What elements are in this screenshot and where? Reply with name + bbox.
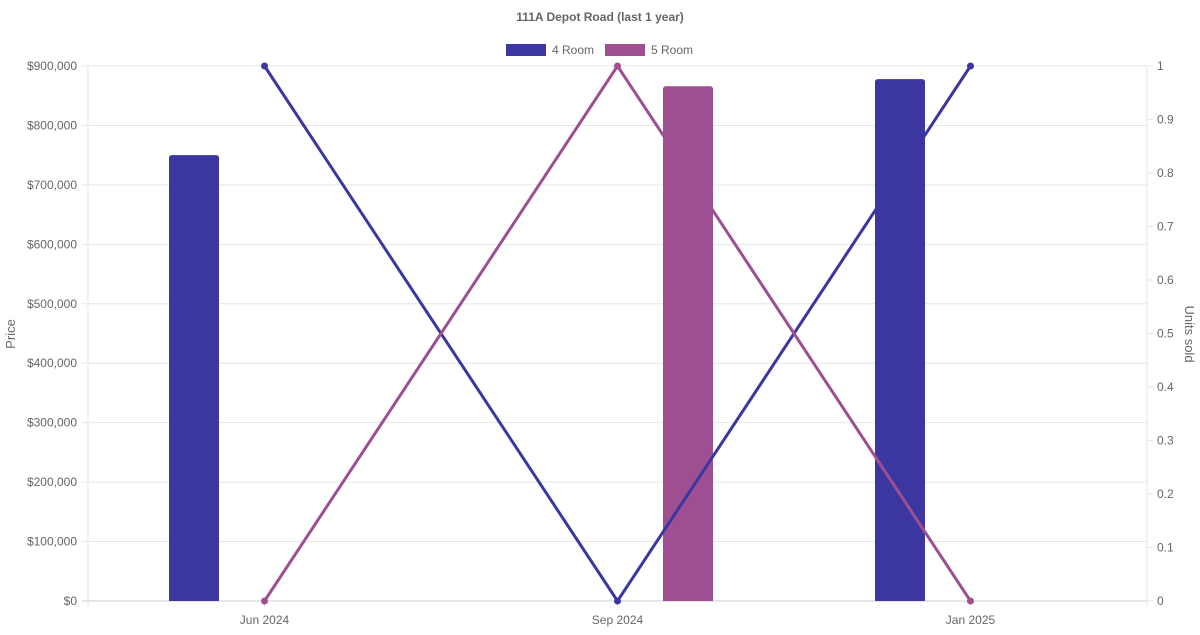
y2-tick-label: 0.2 [1157,487,1174,501]
y-tick-label: $300,000 [27,416,77,430]
line-5-room [263,64,972,602]
bar-layer [169,79,925,602]
y-tick-label: $100,000 [27,535,77,549]
line-layer [261,62,974,605]
legend: 4 Room 5 Room [506,43,693,57]
y2-tick-label: 0.7 [1157,220,1174,234]
y-tick-label: $800,000 [27,118,77,132]
legend-label-5-room: 5 Room [651,43,693,57]
x-tick-label: Sep 2024 [592,613,644,627]
bar-5-room [663,86,713,601]
point-4-room [261,62,268,70]
y-tick-label: $600,000 [27,237,77,251]
y2-tick-label: 1 [1157,59,1164,73]
x-tick-label: Jan 2025 [946,613,996,627]
point-5-room [261,597,268,605]
y2-axis-label: Units sold [1182,305,1197,362]
point-4-room [967,62,974,70]
bar-4-room [875,79,925,602]
y2-tick-label: 0.6 [1157,273,1174,287]
y-tick-label: $500,000 [27,297,77,311]
legend-label-4-room: 4 Room [552,43,594,57]
point-5-room [967,597,974,605]
y-axis-label: Price [3,319,18,349]
y-tick-label: $700,000 [27,178,77,192]
y2-tick-label: 0 [1157,594,1164,608]
y-tick-label: $200,000 [27,475,77,489]
legend-swatch-5-room [605,44,645,56]
y-tick-label: $400,000 [27,356,77,370]
grid [82,65,1153,607]
point-5-room [614,62,621,70]
y2-tick-label: 0.3 [1157,434,1174,448]
y-tick-label: $0 [64,594,78,608]
y2-tick-label: 0.4 [1157,380,1174,394]
y2-tick-label: 0.8 [1157,166,1174,180]
axes: $0 $100,000 $200,000 $300,000 $400,000 $500,0… [27,59,1174,627]
x-tick-label: Jun 2024 [240,613,290,627]
bar-4-room [169,155,219,601]
chart-title: 111A Depot Road (last 1 year) [516,10,684,24]
y2-tick-label: 0.9 [1157,113,1174,127]
y2-tick-label: 0.5 [1157,327,1174,341]
point-4-room [614,597,621,605]
legend-swatch-4-room [506,44,546,56]
line-4-room [263,65,972,603]
y-tick-label: $900,000 [27,59,77,73]
y2-tick-label: 0.1 [1157,541,1174,555]
